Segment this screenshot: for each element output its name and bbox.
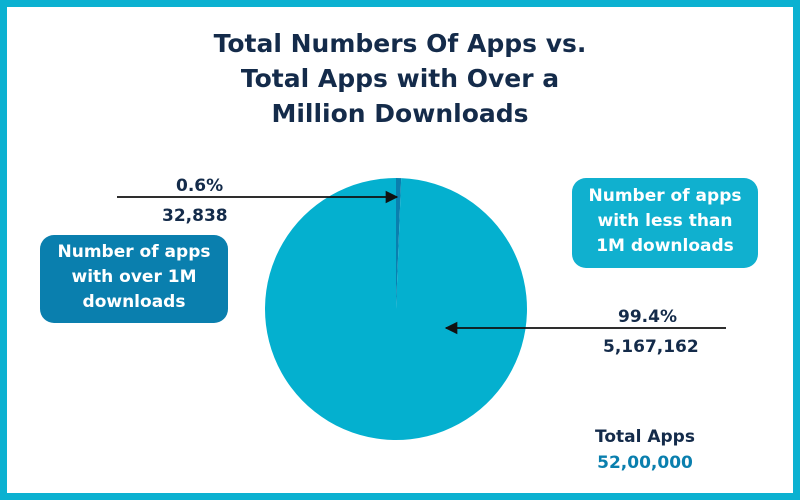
callout-over-line-1: Number of apps [57,242,211,262]
title-line-2: Total Apps with Over a [240,64,560,93]
pie-slice-less-1m [264,178,527,440]
callout-over-line-3: downloads [82,292,186,312]
total-apps-label: Total Apps [595,427,695,447]
pie-slices [264,178,527,440]
title-line-3: Million Downloads [271,99,529,128]
callout-less-1m: Number of apps with less than 1M downloa… [572,178,758,268]
title-line-1: Total Numbers Of Apps vs. [213,29,587,58]
pie-slice-over-1m [396,178,402,309]
callout-over-line-2: with over 1M [71,267,197,287]
slice-over-value: 32,838 [162,206,228,226]
callout-less-line-2: with less than [597,211,733,231]
callout-less-line-3: 1M downloads [596,236,734,256]
callout-less-line-1: Number of apps [588,186,742,206]
total-apps-value: 52,00,000 [597,453,693,473]
slice-less-percent: 99.4% [618,307,677,327]
chart-title: Total Numbers Of Apps vs. Total Apps wit… [0,26,800,131]
callout-over-1m: Number of apps with over 1M downloads [40,235,228,323]
slice-less-value: 5,167,162 [603,337,699,357]
slice-over-percent: 0.6% [176,176,224,196]
